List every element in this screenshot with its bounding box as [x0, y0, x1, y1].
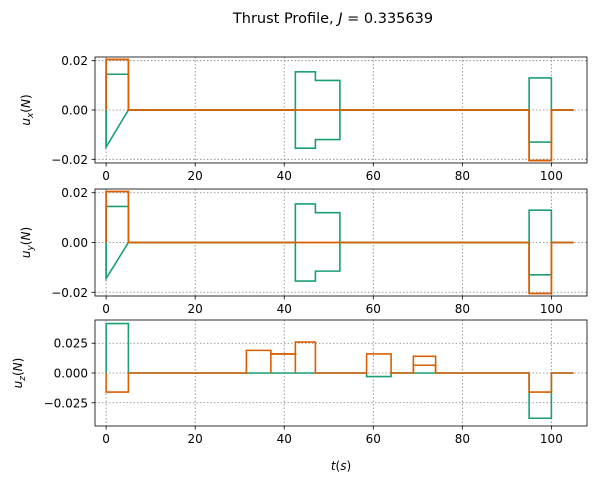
- series-line-1: [105, 203, 574, 279]
- x-tick-label: 100: [540, 432, 563, 446]
- x-tick-label: 60: [366, 302, 381, 316]
- subplot-2: 0 20 40 60 80 100 −0.02 0.00 0.02 uy(N): [19, 186, 588, 316]
- series-box: [270, 353, 297, 373]
- x-tick-label: 60: [366, 169, 381, 183]
- y-tick-label: 0.025: [54, 337, 88, 351]
- y-tick-label: 0.00: [61, 104, 88, 118]
- y-axis-label: uz(N): [11, 358, 28, 389]
- x-tick-label: 20: [188, 432, 203, 446]
- series-line-1: [105, 322, 574, 420]
- series-line-2: [105, 341, 574, 393]
- y-tick-label: −0.02: [51, 153, 88, 167]
- series-box: [412, 364, 437, 373]
- y-axis-label: ux(N): [19, 94, 36, 125]
- y-tick-label: 0.02: [61, 186, 88, 200]
- y-axis-label: uy(N): [19, 227, 36, 258]
- x-tick-label: 80: [455, 302, 470, 316]
- x-tick-label: 20: [188, 302, 203, 316]
- x-tick-label: 0: [102, 169, 110, 183]
- y-tick-label: 0.02: [61, 54, 88, 68]
- x-tick-label: 0: [102, 432, 110, 446]
- x-tick-label: 100: [540, 169, 563, 183]
- x-tick-label: 100: [540, 302, 563, 316]
- y-tick-label: 0.000: [54, 367, 88, 381]
- x-tick-label: 60: [366, 432, 381, 446]
- y-tick-label: −0.025: [44, 396, 88, 410]
- figure-title: Thrust Profile, J = 0.335639: [232, 11, 433, 27]
- subplot-3: 0 20 40 60 80 100 −0.025 0.000 0.025 uz(N) t(s): [11, 319, 588, 473]
- series-line-1-mirror: [105, 241, 574, 282]
- x-axis-label: t(s): [331, 459, 351, 473]
- x-tick-label: 0: [102, 302, 110, 316]
- x-tick-label: 80: [455, 169, 470, 183]
- x-tick-label: 40: [277, 169, 292, 183]
- subplot-1: 0 20 40 60 80 100 −0.02 0.00 0.02 ux(N): [19, 54, 588, 183]
- series-line-2-mirror: [105, 190, 574, 295]
- y-tick-label: 0.00: [61, 236, 88, 250]
- series-line-1-mirror: [105, 109, 574, 150]
- y-tick-label: −0.02: [51, 286, 88, 300]
- series-line-2-mirror: [105, 58, 574, 162]
- x-tick-label: 80: [455, 432, 470, 446]
- series-line-1: [105, 70, 574, 147]
- x-tick-label: 20: [188, 169, 203, 183]
- x-tick-label: 40: [277, 302, 292, 316]
- x-tick-label: 40: [277, 432, 292, 446]
